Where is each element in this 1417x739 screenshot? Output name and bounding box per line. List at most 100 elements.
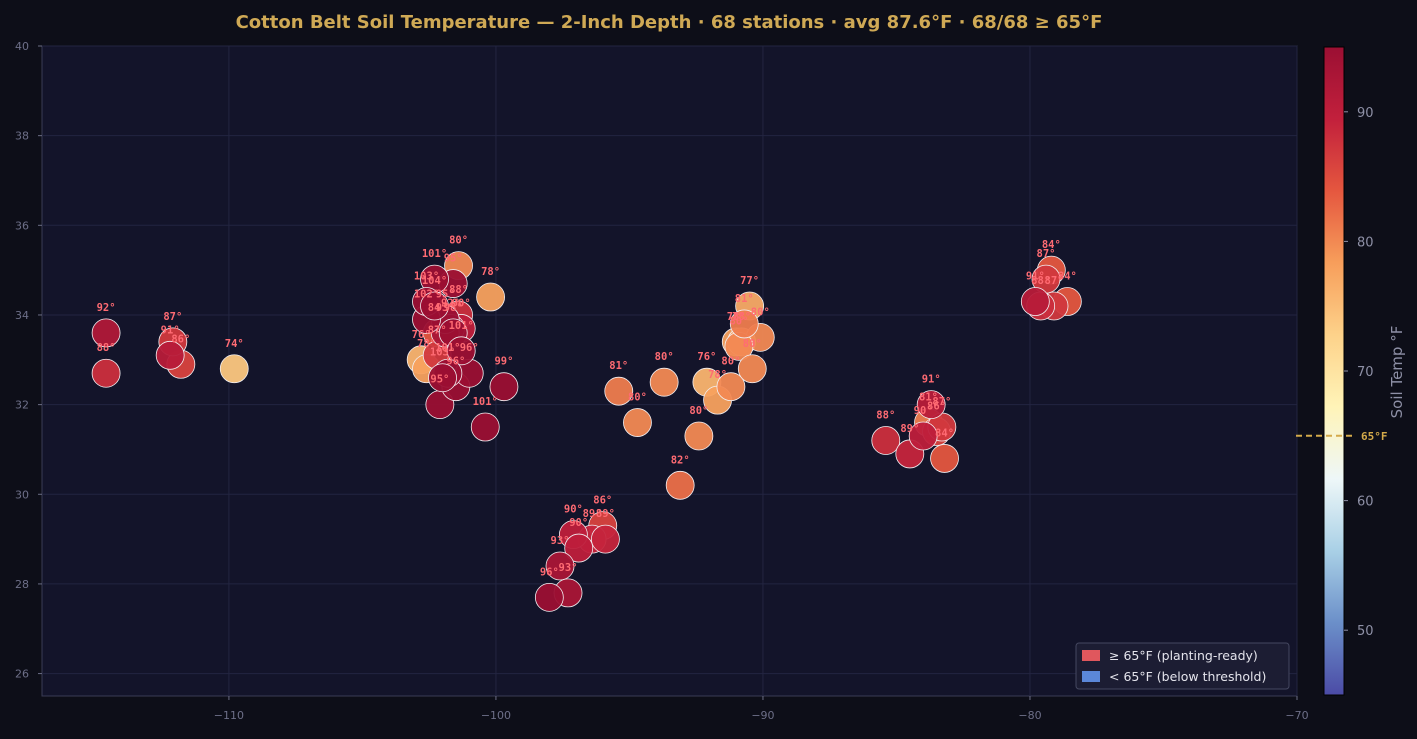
colorbar-ticks: 50 60 70 80 90 — [1344, 106, 1374, 639]
station-temp-label: 91° — [1026, 271, 1045, 283]
station-point — [604, 376, 634, 406]
data-labels: 92°88°87°91°86° 74°80°78°101°95°103°104°8… — [97, 235, 1077, 579]
station-temp-label: 90° — [564, 504, 583, 516]
legend-label-above: ≥ 65°F (planting-ready) — [1109, 648, 1258, 663]
station-point — [420, 291, 449, 321]
station-point — [649, 367, 679, 397]
station-temp-label: 88° — [449, 284, 468, 296]
station-temp-label: 92° — [97, 302, 116, 314]
station-temp-label: 81° — [919, 392, 938, 404]
station-point — [470, 412, 500, 442]
station-temp-label: 81° — [735, 293, 754, 305]
station-point — [446, 336, 476, 366]
station-point — [871, 426, 901, 455]
x-tick-label: −110 — [214, 709, 244, 722]
station-temp-label: 78° — [727, 311, 746, 323]
station-temp-label: 84° — [428, 302, 447, 314]
station-point — [591, 524, 620, 554]
station-temp-label: 84° — [935, 427, 954, 439]
y-tick-label: 32 — [15, 399, 29, 412]
station-point — [91, 358, 121, 388]
station-temp-label: 95° — [444, 253, 463, 265]
station-temp-label: 89° — [583, 508, 602, 520]
station-point — [916, 390, 946, 420]
station-temp-label: 89° — [900, 423, 919, 435]
colorbar-tick-label: 50 — [1357, 624, 1374, 639]
station-temp-label: 84° — [1058, 271, 1077, 283]
station-temp-label: 88° — [97, 342, 116, 354]
station-temp-label: 89° — [596, 508, 615, 520]
legend-label-below: < 65°F (below threshold) — [1109, 669, 1266, 684]
station-point — [729, 309, 759, 339]
station-temp-label: 84° — [1042, 239, 1061, 251]
station-temp-label: 101° — [422, 248, 447, 260]
station-temp-label: 86° — [171, 333, 190, 345]
y-tick-label: 38 — [15, 130, 29, 143]
station-temp-label: 76° — [412, 329, 431, 341]
station-point — [665, 470, 695, 500]
legend-swatch-below — [1082, 671, 1100, 682]
station-point — [219, 354, 249, 384]
station-temp-label: 96° — [446, 356, 465, 368]
station-temp-label: 91° — [922, 374, 941, 386]
station-temp-label: 101° — [473, 396, 498, 408]
chart-title: Cotton Belt Soil Temperature — 2-Inch De… — [236, 12, 1103, 33]
x-tick-label: −90 — [751, 709, 774, 722]
station-temp-label: 81° — [609, 360, 628, 372]
station-temp-label: 80° — [729, 315, 748, 327]
y-tick-label: 40 — [15, 40, 29, 53]
station-point — [91, 318, 121, 348]
station-point — [1020, 287, 1050, 316]
station-temp-label: 101° — [435, 342, 460, 354]
data-points — [91, 251, 1082, 612]
colorbar-tick-label: 60 — [1357, 495, 1374, 510]
station-point — [534, 582, 564, 612]
x-tick-label: −70 — [1285, 709, 1308, 722]
station-temp-label: 93° — [559, 562, 578, 574]
station-point — [684, 421, 714, 451]
station-temp-label: 96° — [540, 566, 559, 578]
station-temp-label: 88° — [1031, 275, 1050, 287]
station-point — [623, 408, 652, 437]
station-point — [564, 533, 594, 563]
y-tick-label: 36 — [15, 219, 29, 232]
y-tick-label: 26 — [15, 668, 29, 681]
station-point — [476, 282, 505, 312]
station-temp-label: 87° — [428, 324, 447, 336]
station-point — [545, 551, 575, 581]
station-temp-label: 90° — [569, 517, 588, 529]
station-temp-label: 80° — [449, 235, 468, 247]
station-temp-label: 87° — [932, 396, 951, 408]
legend: ≥ 65°F (planting-ready) < 65°F (below th… — [1075, 642, 1290, 690]
station-temp-label: 80° — [743, 338, 762, 350]
station-temp-label: 95° — [430, 374, 449, 386]
station-temp-label: 87° — [1045, 275, 1064, 287]
station-point — [930, 444, 959, 473]
station-temp-label: 99° — [494, 356, 513, 368]
y-tick-label: 34 — [15, 309, 29, 322]
station-temp-label: 103° — [430, 347, 455, 359]
station-temp-label: 87° — [1037, 248, 1056, 260]
station-temp-label: 88° — [876, 409, 895, 421]
station-temp-label: 90° — [914, 405, 933, 417]
station-temp-label: 86° — [927, 401, 946, 413]
station-temp-label: 93° — [551, 535, 570, 547]
station-temp-label: 78° — [417, 338, 436, 350]
station-temp-label: 77° — [740, 275, 759, 287]
station-temp-label: 91° — [161, 324, 180, 336]
x-tick-label: −80 — [1018, 709, 1041, 722]
station-temp-label: 87° — [163, 311, 182, 323]
station-temp-label: 80° — [628, 392, 647, 404]
station-temp-label: 95° — [436, 288, 455, 300]
station-point — [908, 421, 938, 451]
colorbar-tick-label: 90 — [1357, 106, 1374, 121]
station-point — [489, 372, 519, 402]
station-point — [716, 372, 746, 402]
station-temp-label: 93° — [436, 302, 455, 314]
station-point — [155, 340, 185, 370]
station-temp-label: 98° — [444, 302, 463, 314]
station-temp-label: 102° — [414, 288, 439, 300]
y-tick-label: 28 — [15, 578, 29, 591]
